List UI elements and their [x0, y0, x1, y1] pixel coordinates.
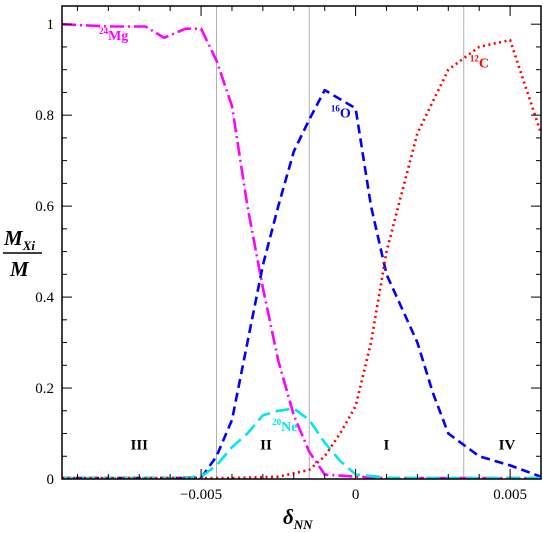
axis-ticks: 0 0.2 0.4 0.6 0.8 1 −0.005 0 0.005	[35, 6, 542, 503]
series-label-ne: 20Ne	[272, 417, 297, 435]
region-dividers	[216, 6, 465, 479]
series-label-o: 16O	[331, 103, 351, 121]
series-line-c	[62, 38, 541, 479]
series-line-mg	[62, 22, 541, 479]
series-label-c: 12C	[470, 53, 489, 71]
y-tick-label: 0.2	[35, 381, 54, 397]
y-tick-label: 0.4	[35, 290, 54, 306]
y-label-denominator: M	[9, 257, 30, 281]
region-label: I	[384, 437, 390, 453]
y-axis-label: MXi M	[3, 226, 42, 281]
x-axis-label: δNN	[283, 505, 313, 532]
svg-text:MXi: MXi	[3, 226, 35, 253]
plot-frame	[61, 5, 542, 480]
x-label-main: δ	[283, 505, 294, 529]
svg-text:δNN: δNN	[283, 505, 313, 532]
y-tick-label: 0.8	[35, 108, 54, 124]
x-tick-label: 0.005	[493, 487, 527, 503]
y-label-numerator-sub: Xi	[22, 238, 36, 253]
region-label: III	[131, 437, 149, 453]
region-label: II	[260, 437, 272, 453]
series-label-mg: 24Mg	[99, 26, 128, 44]
x-tick-label: −0.005	[180, 487, 222, 503]
series-lines	[62, 22, 541, 479]
y-tick-label: 0.6	[35, 199, 54, 215]
y-tick-label: 0	[47, 472, 55, 488]
region-label: IV	[499, 437, 516, 453]
y-label-numerator: M	[3, 226, 24, 250]
y-tick-label: 1	[47, 17, 55, 33]
series-line-o	[62, 88, 541, 479]
x-label-sub: NN	[293, 517, 313, 532]
x-tick-label: 0	[352, 487, 360, 503]
